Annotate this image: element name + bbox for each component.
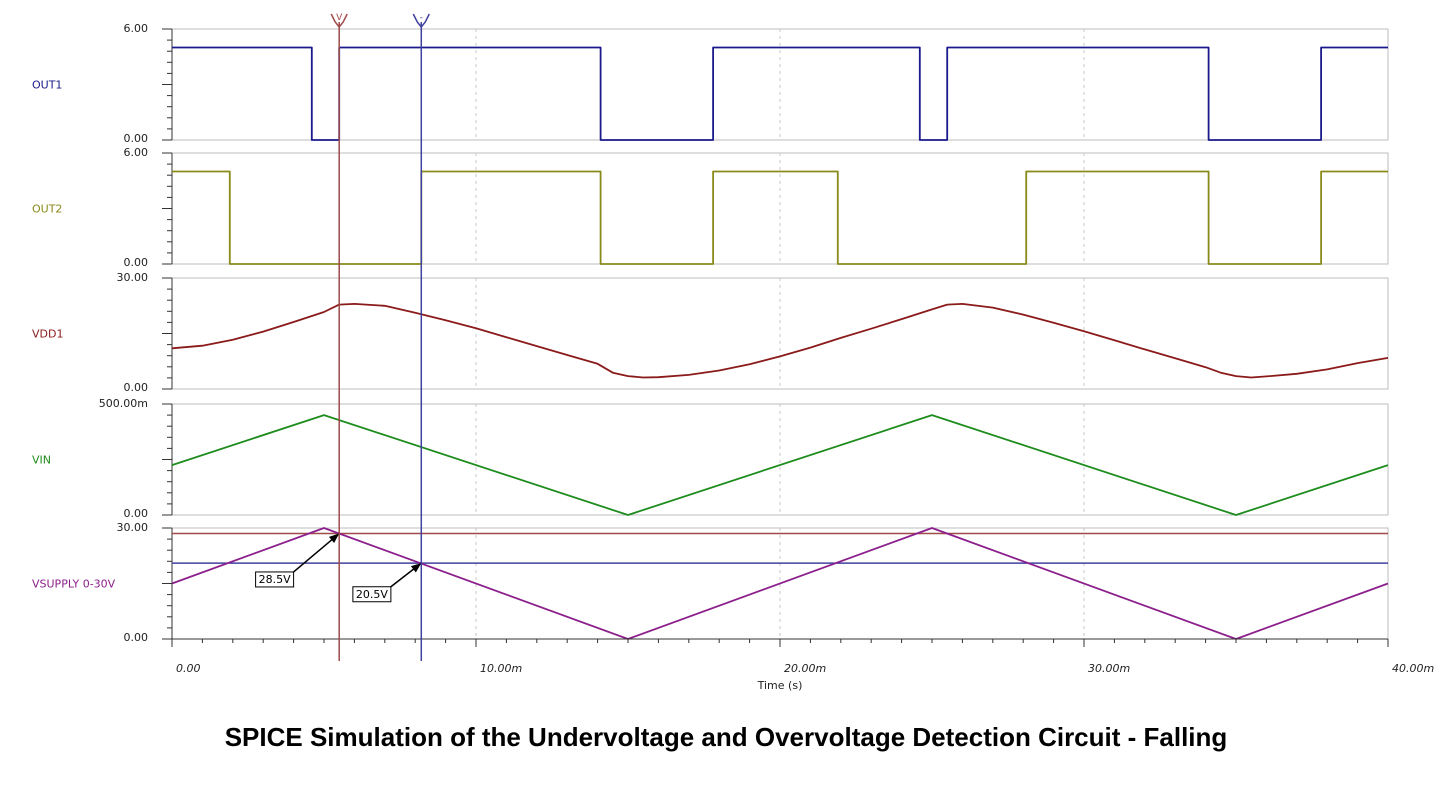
panel-1-y-tick-label-top: 6.00 bbox=[124, 146, 149, 159]
panel-3-y-tick-label-top: 500.00m bbox=[99, 397, 148, 410]
panel-2-y-tick-label-bottom: 0.00 bbox=[124, 381, 149, 394]
panel-4-y-tick-label-top: 30.00 bbox=[117, 521, 149, 534]
panel-1-y-tick-label-bottom: 0.00 bbox=[124, 256, 149, 269]
panel-1-trace-label: OUT2 bbox=[32, 203, 62, 216]
x-tick-label-1: 10.00m bbox=[480, 662, 522, 675]
panel-2-trace-label: VDD1 bbox=[32, 328, 63, 341]
panel-4-annotation-0-box bbox=[255, 571, 295, 588]
panel-3-series-0-line bbox=[171, 414, 1389, 516]
panel-4-series-0-line bbox=[171, 527, 1389, 640]
x-tick-label-2: 20.00m bbox=[784, 662, 826, 675]
waveform-svg: 6.000.00OUT16.000.00OUT230.000.00VDD1500… bbox=[32, 13, 1434, 692]
panel-0-y-tick-label-bottom: 0.00 bbox=[124, 132, 149, 145]
panel-4-annotation-1-text: 20.5V bbox=[356, 588, 388, 601]
x-tick-label-0: 0.00 bbox=[176, 662, 201, 675]
x-axis-label: Time (s) bbox=[757, 679, 803, 692]
panel-4-y-tick-label-bottom: 0.00 bbox=[124, 631, 149, 644]
panel-3-y-tick-label-bottom: 0.00 bbox=[124, 507, 149, 520]
figure-caption: SPICE Simulation of the Undervoltage and… bbox=[224, 722, 1228, 752]
panel-4-annotation-1-arrowhead bbox=[410, 563, 422, 573]
cursor-A-marker-label: V bbox=[336, 13, 343, 23]
panel-4-annotation-0-text: 28.5V bbox=[259, 573, 291, 586]
cursor-B-marker bbox=[412, 13, 430, 29]
panel-3-trace-label: VIN bbox=[32, 454, 51, 467]
x-tick-label-4: 40.00m bbox=[1392, 662, 1434, 675]
panel-2-y-tick-label-top: 30.00 bbox=[117, 271, 149, 284]
waveform-plot: 6.00 0.00 OUT1 6.00 0.00 OUT2 30.00 0.00 VDD1 500… bbox=[32, 13, 1434, 692]
panel-1-series-0-line bbox=[172, 170, 1388, 265]
panel-0-trace-label: OUT1 bbox=[32, 79, 62, 92]
cursor-A-marker bbox=[330, 13, 348, 29]
panel-0-series-0-line bbox=[172, 46, 1388, 141]
panel-2-series-0-line bbox=[171, 302, 1389, 379]
panel-4-trace-label: VSUPPLY 0-30V bbox=[32, 578, 116, 591]
x-tick-label-3: 30.00m bbox=[1088, 662, 1130, 675]
panel-4-annotation-1-box bbox=[352, 586, 392, 603]
cursor-B-marker-label: - bbox=[420, 13, 423, 23]
panel-0-y-tick-label-top: 6.00 bbox=[124, 22, 149, 35]
panel-4-annotation-0-arrowhead bbox=[328, 533, 340, 544]
